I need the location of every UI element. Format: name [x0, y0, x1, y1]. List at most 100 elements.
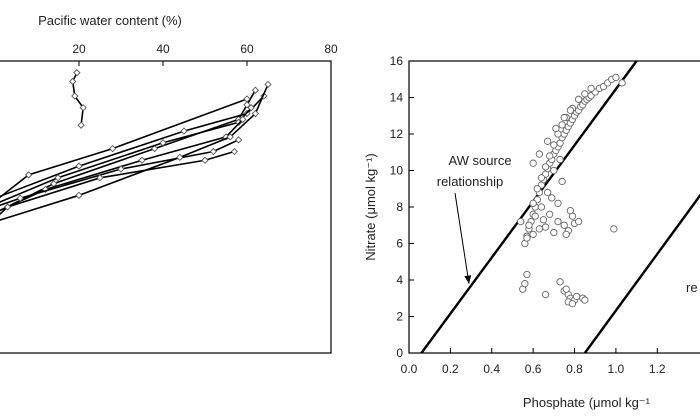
right-scatter-point — [548, 194, 556, 202]
left-panel: Pacific water content (%) 20 40 60 80 — [0, 13, 338, 354]
left-data-point — [251, 86, 260, 94]
right-y-tick-label: 4 — [396, 273, 403, 287]
right-scatter-points — [517, 73, 626, 308]
left-data-point — [75, 162, 83, 170]
left-data-point — [180, 127, 188, 135]
right-scatter-point — [552, 124, 560, 133]
left-data-point — [176, 153, 184, 161]
right-scatter-point — [529, 199, 537, 208]
right-reference-lines — [420, 60, 700, 354]
right-y-tick-label: 10 — [390, 164, 404, 178]
right-scatter-point — [568, 300, 577, 308]
right-scatter-point — [587, 84, 595, 93]
right-scatter-point — [523, 270, 531, 279]
left-data-point — [96, 174, 104, 182]
left-data-point — [75, 191, 83, 199]
left-data-point — [24, 171, 33, 179]
right-scatter-point — [581, 90, 589, 98]
left-x-tick-label: 80 — [324, 42, 338, 56]
right-y-tick-label: 8 — [396, 200, 403, 214]
right-scatter-point — [562, 285, 570, 293]
right-scatter-point — [560, 113, 568, 122]
right-scatter-point — [541, 163, 550, 171]
right-scatter-point — [610, 225, 618, 233]
left-data-point — [226, 133, 234, 141]
left-x-axis-label: Pacific water content (%) — [38, 13, 182, 28]
left-data-point — [71, 92, 79, 100]
right-reference-line-2 — [583, 193, 700, 354]
right-scatter-point — [523, 234, 531, 242]
right-scatter-point — [612, 73, 620, 82]
right-scatter-point — [556, 155, 564, 164]
right-x-tick-label: 0.0 — [401, 362, 418, 376]
right-y-tick-label: 16 — [390, 54, 404, 68]
right-panel: 0 2 4 6 8 10 12 14 16 0.0 0.2 0.4 0.6 0.8 1.0 1.2 Nitr… — [363, 54, 700, 410]
left-data-point — [54, 174, 62, 182]
left-data-point — [77, 121, 85, 129]
left-data-point — [251, 109, 260, 118]
left-data-point — [3, 203, 12, 211]
left-x-tick-label: 60 — [240, 42, 254, 56]
left-data-point — [239, 115, 247, 124]
annotation-arrow — [454, 192, 470, 284]
right-scatter-point — [543, 188, 552, 197]
right-y-ticks: 0 2 4 6 8 10 12 14 16 — [390, 54, 414, 360]
left-data-point — [243, 95, 251, 103]
left-data-point — [201, 156, 209, 164]
left-data-point — [79, 104, 87, 112]
left-data-point — [234, 136, 243, 144]
right-scatter-point — [535, 150, 543, 158]
right-y-tick-label: 12 — [390, 127, 404, 141]
right-scatter-point — [537, 174, 546, 182]
right-scatter-point — [560, 221, 568, 229]
left-series-line-8 — [0, 98, 248, 199]
right-scatter-point — [541, 223, 550, 231]
right-scatter-point — [539, 216, 548, 224]
right-scatter-point — [556, 278, 564, 286]
right-scatter-point — [581, 296, 589, 304]
left-series-line-2 — [0, 89, 257, 212]
right-x-tick-label: 0.2 — [442, 362, 459, 376]
left-data-point — [159, 139, 167, 147]
left-data-point — [138, 156, 146, 164]
right-y-axis-label: Nitrate (μmol kg⁻¹) — [363, 153, 378, 261]
right-y-tick-label: 6 — [396, 237, 403, 251]
right-scatter-point — [550, 166, 558, 175]
right-x-tick-label: 0.4 — [483, 362, 500, 376]
right-scatter-point — [541, 290, 550, 299]
left-data-point — [243, 101, 251, 109]
right-scatter-point — [558, 177, 566, 186]
right-scatter-point — [529, 230, 537, 239]
right-scatter-point — [533, 185, 541, 193]
left-data-point — [108, 144, 117, 153]
right-scatter-point — [521, 279, 529, 288]
left-data-point — [209, 147, 218, 156]
annotation-re: re — [686, 280, 698, 295]
left-data-point — [73, 69, 81, 77]
right-scatter-point — [566, 106, 575, 114]
right-scatter-point — [550, 141, 558, 149]
right-scatter-point — [562, 230, 570, 239]
left-series-line-9 — [0, 84, 269, 221]
left-plot-frame — [0, 60, 332, 354]
left-data-point — [247, 104, 255, 112]
right-x-tick-label: 1.2 — [649, 362, 666, 376]
right-scatter-point — [550, 228, 558, 237]
right-scatter-point — [575, 217, 583, 226]
right-scatter-point — [535, 225, 543, 233]
right-scatter-point — [546, 152, 554, 160]
annotation-aw-source-line2: relationship — [437, 174, 504, 189]
right-x-tick-label: 1.0 — [608, 362, 625, 376]
right-scatter-point — [531, 212, 539, 220]
right-scatter-point — [525, 221, 533, 229]
right-x-ticks: 0.0 0.2 0.4 0.6 0.8 1.0 1.2 — [401, 348, 666, 376]
right-scatter-point — [618, 79, 626, 87]
right-scatter-point — [566, 206, 575, 215]
right-y-tick-label: 14 — [390, 91, 404, 105]
right-x-axis-label: Phosphate (μmol kg⁻¹ — [523, 395, 651, 410]
left-data-point — [117, 165, 125, 173]
right-scatter-point — [554, 199, 562, 208]
right-y-tick-label: 0 — [396, 346, 403, 360]
